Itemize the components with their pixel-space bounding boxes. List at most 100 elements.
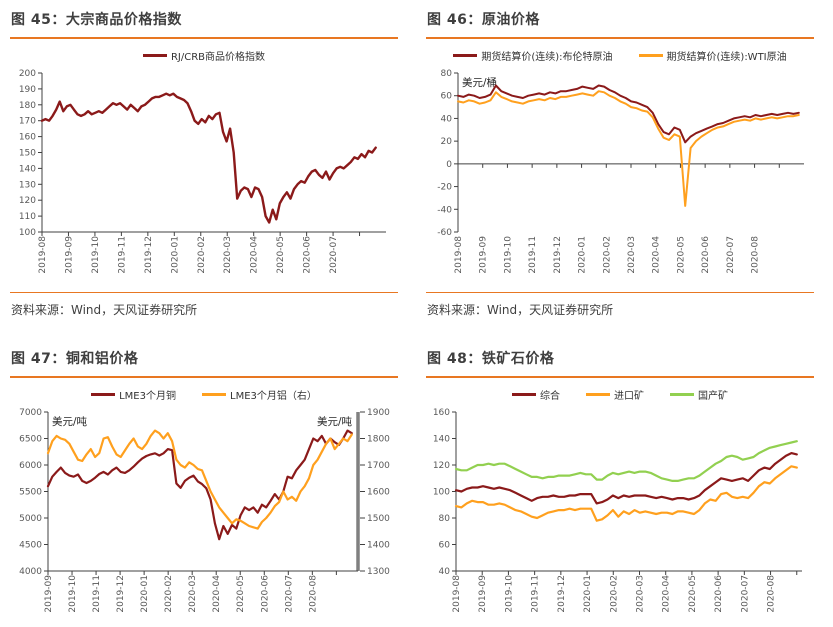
svg-text:2019-08: 2019-08 [452,575,462,613]
chart-legend: RJ/CRB商品价格指数 [10,48,398,63]
svg-text:1700: 1700 [367,461,390,471]
chart-legend: LME3个月铜 LME3个月铝（右） [10,387,398,402]
svg-text:2020-03: 2020-03 [627,236,637,274]
svg-text:2020-07: 2020-07 [284,575,294,613]
legend-line-swatch [670,393,694,396]
svg-text:2020-05: 2020-05 [276,236,286,274]
panel-fig46: 图 46：原油价格 期货结算价(连续):布伦特原油 期货结算价(连续):WTI原油… [426,5,814,318]
svg-text:2020-02: 2020-02 [197,236,207,274]
svg-text:2019-10: 2019-10 [91,236,101,274]
svg-text:6500: 6500 [19,435,42,445]
chart-area: 4000 4500 5000 5500 6000 6500 7000 1300 1400 1500… [10,404,398,623]
svg-text:150: 150 [19,149,36,159]
svg-text:2020-05: 2020-05 [236,575,246,613]
svg-text:美元/桶: 美元/桶 [462,76,497,89]
svg-text:2019-11: 2019-11 [528,236,538,274]
svg-text:-40: -40 [437,205,452,215]
svg-text:2019-09: 2019-09 [479,236,489,274]
legend-line-swatch [91,393,116,396]
legend-item: RJ/CRB商品价格指数 [142,48,266,63]
svg-text:2019-12: 2019-12 [557,575,567,613]
svg-text:2019-12: 2019-12 [144,236,154,274]
svg-text:160: 160 [433,408,450,418]
svg-text:2020-01: 2020-01 [140,575,150,613]
legend-line-swatch [586,393,610,396]
panel-fig47: 图 47：铜和铝价格 LME3个月铜 LME3个月铝（右） 4000 4500 500… [10,344,398,627]
svg-text:0: 0 [446,160,452,170]
svg-text:2019-10: 2019-10 [68,575,78,613]
figure-title: 图 45：大宗商品价格指数 [10,5,398,39]
svg-text:2020-08: 2020-08 [751,236,761,274]
legend-line-swatch [453,54,478,57]
svg-text:2020-03: 2020-03 [188,575,198,613]
svg-text:-20: -20 [437,183,452,193]
legend-line-swatch [638,54,663,57]
svg-text:2020-03: 2020-03 [223,236,233,274]
legend-label: RJ/CRB商品价格指数 [170,52,266,63]
svg-text:2019-10: 2019-10 [503,236,513,274]
svg-text:100: 100 [433,488,450,498]
svg-text:2020-01: 2020-01 [170,236,180,274]
legend-item: LME3个月铝（右） [202,387,317,402]
svg-text:2020-06: 2020-06 [714,575,724,613]
chart-legend: 期货结算价(连续):布伦特原油 期货结算价(连续):WTI原油 [426,48,814,63]
svg-text:2020-04: 2020-04 [662,575,672,613]
svg-text:2019-08: 2019-08 [38,236,48,274]
svg-text:2020-01: 2020-01 [578,236,588,274]
svg-text:2019-09: 2019-09 [478,575,488,613]
legend-item: 期货结算价(连续):布伦特原油 [453,48,613,63]
legend-label: 进口矿 [614,391,644,402]
legend-label: LME3个月铜 [119,391,176,402]
chart-area: 100 110 120 130 140 150 160 170 180 190 200 2019-08… [10,65,398,284]
svg-text:2019-11: 2019-11 [92,575,102,613]
legend-line-swatch [142,54,167,57]
svg-text:60: 60 [441,92,453,102]
svg-text:2020-05: 2020-05 [688,575,698,613]
svg-text:100: 100 [19,228,36,238]
svg-text:1300: 1300 [367,567,390,577]
legend-label: 综合 [540,391,560,402]
legend-label: 国产矿 [698,391,728,402]
svg-text:160: 160 [19,133,36,143]
svg-text:2020-06: 2020-06 [701,236,711,274]
svg-text:1800: 1800 [367,435,390,445]
svg-text:1900: 1900 [367,408,390,418]
svg-text:120: 120 [433,461,450,471]
svg-text:2019-11: 2019-11 [117,236,127,274]
svg-text:20: 20 [441,137,453,147]
svg-text:2020-07: 2020-07 [740,575,750,613]
svg-text:-60: -60 [437,228,452,238]
legend-item: LME3个月铜 [91,387,176,402]
chart-legend: 综合 进口矿 国产矿 [426,387,814,402]
legend-label: LME3个月铝（右） [230,391,317,402]
svg-text:2019-09: 2019-09 [64,236,74,274]
source-note: 资料来源：Wind，天风证券研究所 [10,292,398,318]
svg-text:200: 200 [19,69,36,79]
legend-line-swatch [202,393,226,396]
legend-label: 期货结算价(连续):布伦特原油 [481,52,613,63]
svg-text:180: 180 [19,101,36,111]
svg-text:2020-04: 2020-04 [652,236,662,274]
chart-area: 40 60 80 100 120 140 160 2019-08 2019-09 2019-10 2… [426,404,814,623]
svg-text:40: 40 [441,114,453,124]
svg-text:2020-05: 2020-05 [676,236,686,274]
svg-text:2020-01: 2020-01 [583,575,593,613]
crude-oil-price-chart: -60 -40 -20 0 20 40 60 80 2019-08 2019-09 2019-10 2… [437,69,804,274]
figure-title: 图 46：原油价格 [426,5,814,39]
svg-text:2019-11: 2019-11 [531,575,541,613]
legend-item: 期货结算价(连续):WTI原油 [638,48,787,63]
svg-text:4000: 4000 [19,567,42,577]
source-note: 资料来源：Wind，天风证券研究所 [426,292,814,318]
copper-aluminum-price-chart: 4000 4500 5000 5500 6000 6500 7000 1300 1400 1500… [19,408,390,613]
svg-text:6000: 6000 [19,461,42,471]
svg-text:2020-08: 2020-08 [767,575,777,613]
svg-text:140: 140 [19,164,36,174]
svg-text:2019-12: 2019-12 [553,236,563,274]
svg-text:2020-07: 2020-07 [726,236,736,274]
iron-ore-price-chart: 40 60 80 100 120 140 160 2019-08 2019-09 2019-10 2… [433,408,802,613]
svg-text:美元/吨: 美元/吨 [317,415,353,428]
svg-text:170: 170 [19,117,36,127]
svg-text:60: 60 [439,541,451,551]
svg-text:40: 40 [439,567,451,577]
